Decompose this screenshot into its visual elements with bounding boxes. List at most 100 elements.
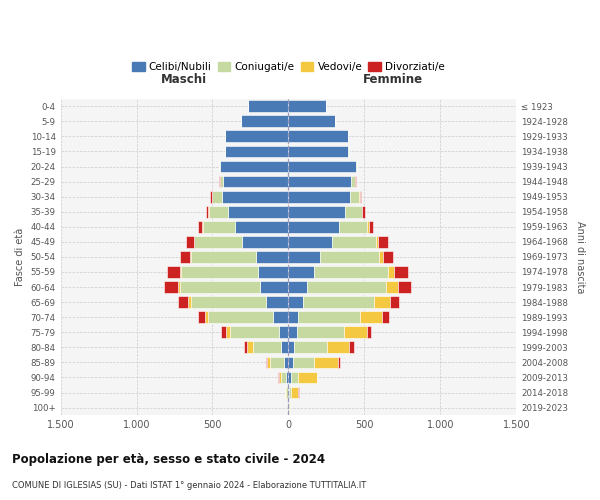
Bar <box>241 116 289 127</box>
Bar <box>244 342 247 353</box>
Bar <box>260 281 289 293</box>
Bar <box>307 281 386 293</box>
Bar <box>289 326 297 338</box>
Bar <box>235 221 289 232</box>
Bar <box>180 251 190 263</box>
Bar <box>289 130 349 142</box>
Bar <box>356 160 357 172</box>
Bar <box>293 356 314 368</box>
Bar <box>289 160 356 172</box>
Bar <box>180 266 181 278</box>
Bar <box>167 266 180 278</box>
Bar <box>209 206 227 218</box>
Bar <box>198 312 205 323</box>
Bar <box>191 296 266 308</box>
Text: Femmine: Femmine <box>363 73 424 86</box>
Bar <box>289 236 332 248</box>
Bar <box>289 281 307 293</box>
Bar <box>223 191 289 202</box>
Bar <box>291 372 298 384</box>
Bar <box>355 176 356 188</box>
Bar <box>194 236 242 248</box>
Bar <box>289 402 290 413</box>
Bar <box>226 146 289 158</box>
Bar <box>223 176 289 188</box>
Bar <box>287 386 289 398</box>
Bar <box>278 326 289 338</box>
Bar <box>289 296 303 308</box>
Bar <box>210 191 212 202</box>
Bar <box>191 251 256 263</box>
Bar <box>226 326 230 338</box>
Bar <box>221 326 226 338</box>
Bar <box>289 266 314 278</box>
Bar <box>256 251 289 263</box>
Bar <box>292 386 298 398</box>
Bar <box>297 326 344 338</box>
Bar <box>284 356 289 368</box>
Bar <box>267 356 270 368</box>
Bar <box>378 236 388 248</box>
Bar <box>344 326 367 338</box>
Bar <box>289 146 349 158</box>
Legend: Celibi/Nubili, Coniugati/e, Vedovi/e, Divorziati/e: Celibi/Nubili, Coniugati/e, Vedovi/e, Di… <box>130 60 447 74</box>
Bar <box>219 176 220 188</box>
Bar <box>208 312 273 323</box>
Bar <box>369 221 373 232</box>
Bar <box>338 356 340 368</box>
Text: COMUNE DI IGLESIAS (SU) - Dati ISTAT 1° gennaio 2024 - Elaborazione TUTTITALIA.I: COMUNE DI IGLESIAS (SU) - Dati ISTAT 1° … <box>12 480 366 490</box>
Bar <box>367 326 371 338</box>
Bar <box>187 236 194 248</box>
Bar <box>320 251 379 263</box>
Bar <box>352 176 355 188</box>
Bar <box>382 312 389 323</box>
Text: Maschi: Maschi <box>161 73 206 86</box>
Bar <box>289 116 335 127</box>
Bar <box>303 296 374 308</box>
Bar <box>178 281 180 293</box>
Bar <box>203 221 235 232</box>
Y-axis label: Fasce di età: Fasce di età <box>15 228 25 286</box>
Bar <box>289 386 292 398</box>
Bar <box>266 356 267 368</box>
Bar <box>289 100 326 112</box>
Bar <box>289 342 294 353</box>
Bar <box>273 312 289 323</box>
Bar <box>289 191 350 202</box>
Bar <box>376 236 378 248</box>
Bar <box>289 221 338 232</box>
Bar <box>338 221 367 232</box>
Bar <box>205 312 208 323</box>
Bar <box>164 281 178 293</box>
Bar <box>388 266 394 278</box>
Bar <box>298 312 360 323</box>
Bar <box>220 176 223 188</box>
Bar <box>298 372 317 384</box>
Bar <box>386 281 398 293</box>
Bar <box>248 100 289 112</box>
Bar <box>360 312 382 323</box>
Bar <box>278 372 281 384</box>
Bar <box>247 342 253 353</box>
Bar <box>258 266 289 278</box>
Bar <box>360 191 361 202</box>
Bar <box>289 312 298 323</box>
Bar <box>281 342 289 353</box>
Bar <box>383 251 394 263</box>
Bar <box>266 296 289 308</box>
Bar <box>220 160 289 172</box>
Bar <box>394 266 408 278</box>
Bar <box>289 251 320 263</box>
Bar <box>294 342 327 353</box>
Bar <box>367 221 369 232</box>
Y-axis label: Anni di nascita: Anni di nascita <box>575 220 585 293</box>
Bar <box>224 146 226 158</box>
Bar <box>332 236 376 248</box>
Bar <box>314 356 338 368</box>
Bar <box>181 266 258 278</box>
Bar <box>270 356 284 368</box>
Bar <box>190 251 191 263</box>
Bar <box>180 281 260 293</box>
Bar <box>226 130 289 142</box>
Bar <box>198 221 202 232</box>
